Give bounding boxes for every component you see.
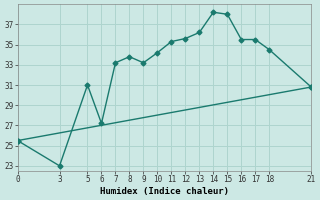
X-axis label: Humidex (Indice chaleur): Humidex (Indice chaleur) (100, 187, 229, 196)
